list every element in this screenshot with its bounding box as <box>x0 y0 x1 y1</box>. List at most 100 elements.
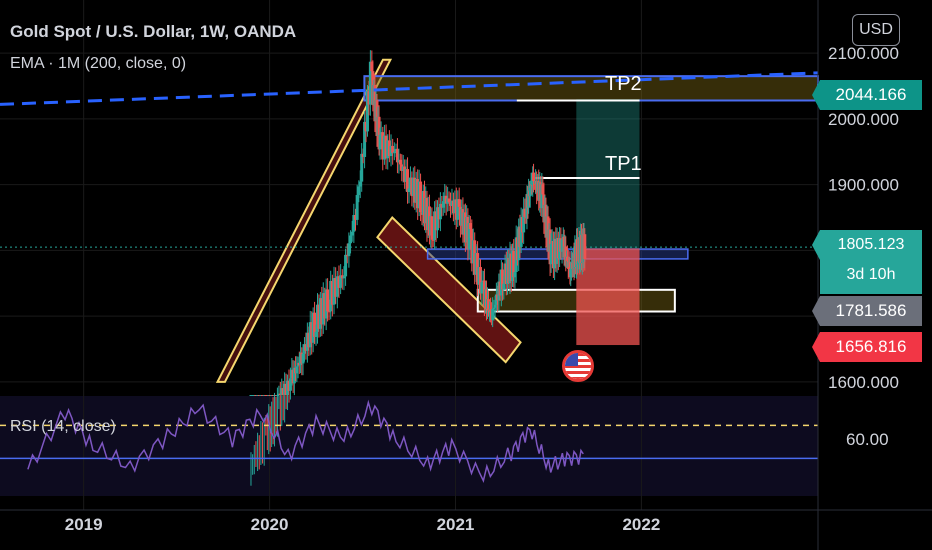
candle-body <box>381 132 385 160</box>
candle-body <box>368 61 372 105</box>
rsi-pane <box>0 396 818 496</box>
rsi-indicator-label[interactable]: RSI (14, close) <box>10 418 116 435</box>
symbol-title[interactable]: Gold Spot / U.S. Dollar, 1W, OANDA <box>10 22 297 41</box>
candle-body <box>560 239 564 252</box>
candle-body <box>349 235 353 244</box>
tp2-label: TP2 <box>605 73 642 95</box>
candle-body <box>527 190 531 208</box>
candle-body <box>344 254 348 277</box>
candle-body <box>540 184 544 209</box>
bar-countdown: 3d 10h <box>846 266 896 283</box>
candle-body <box>389 145 393 157</box>
candle-body <box>564 246 568 260</box>
candle-body <box>257 395 261 396</box>
long-target-zone <box>576 99 640 249</box>
candle-body <box>478 267 482 294</box>
ema-200-line <box>0 71 819 106</box>
candle-body <box>468 223 472 230</box>
last-price-value: 1805.123 <box>837 236 905 253</box>
long-stop-zone <box>576 248 640 346</box>
candle-body <box>523 208 527 217</box>
candle-body <box>379 132 383 135</box>
candle-body <box>491 309 495 320</box>
candle-body <box>392 151 396 154</box>
candle-body <box>395 148 399 163</box>
last-price-tag: 1805.123 3d 10h <box>812 230 922 294</box>
candle-body <box>532 172 536 182</box>
candle-body <box>480 282 484 294</box>
candle-body <box>288 378 292 391</box>
candle-body <box>457 199 461 207</box>
candle-body <box>249 395 253 396</box>
candle-body <box>489 309 493 312</box>
candle-body <box>528 187 532 197</box>
us-flag-icon[interactable] <box>562 350 594 382</box>
candle-body <box>353 214 357 220</box>
candle-body <box>529 184 533 188</box>
candle-body <box>262 395 266 396</box>
candle-body <box>438 203 442 220</box>
candle-body <box>492 307 496 310</box>
candle-body <box>441 201 445 208</box>
candle-body <box>347 243 351 257</box>
candle-body <box>484 289 488 309</box>
candle-body <box>565 256 569 261</box>
gray-price-tag: 1781.586 <box>812 296 922 326</box>
ema-price-tag: 2044.166 <box>812 80 922 110</box>
candle-body <box>329 280 333 312</box>
candle-body <box>261 395 265 396</box>
candle-body <box>569 268 573 278</box>
candle-body <box>512 250 516 278</box>
candle-body <box>335 276 339 297</box>
candle-body <box>382 135 386 160</box>
candle-body <box>292 367 296 384</box>
price-tick-label: 1900.000 <box>828 176 899 195</box>
candle-body <box>252 395 256 396</box>
candle-body <box>419 181 423 213</box>
candle-body <box>447 198 451 203</box>
time-tick-label: 2022 <box>622 515 660 534</box>
price-tick-label: 2100.000 <box>828 44 899 63</box>
candle-body <box>334 278 338 297</box>
candle-body <box>407 188 411 192</box>
currency-button[interactable]: USD <box>852 14 900 46</box>
candle-body <box>256 395 260 396</box>
candle-body <box>352 214 356 232</box>
candle-body <box>251 395 255 396</box>
price-tick-label: 2000.000 <box>828 110 899 129</box>
candle-body <box>456 199 460 220</box>
stop-price-tag: 1656.816 <box>812 332 922 362</box>
rsi-line <box>27 399 584 483</box>
candle-body <box>467 223 471 249</box>
candle-body <box>259 395 263 396</box>
candle-body <box>327 311 331 313</box>
candle-body <box>326 289 330 312</box>
candle-body <box>430 216 434 240</box>
candle-body <box>576 261 580 265</box>
candle-body <box>330 280 334 305</box>
candle-body <box>378 134 382 150</box>
candle-body <box>370 61 374 72</box>
candle-body <box>365 91 369 132</box>
candle-body <box>358 181 362 187</box>
rsi-tick-label: 60.00 <box>846 430 889 449</box>
candle-body <box>357 186 361 196</box>
candle-body <box>493 304 497 308</box>
ema-indicator-label[interactable]: EMA · 1M (200, close, 0) <box>10 55 187 72</box>
candle-body <box>502 283 506 290</box>
candle-body <box>398 159 402 165</box>
candle-body <box>301 353 305 364</box>
tp1-label: TP1 <box>605 153 642 175</box>
flag-box <box>376 215 522 364</box>
top-resistance-zone <box>363 75 819 102</box>
candle-body <box>387 140 391 157</box>
candle-body <box>254 395 258 396</box>
candle-body <box>406 169 410 192</box>
candle-body <box>332 278 336 305</box>
candle-body <box>391 145 395 154</box>
candle-body <box>487 299 491 311</box>
candle-body <box>355 195 359 220</box>
candle-body <box>386 140 390 159</box>
candle-body <box>575 239 579 265</box>
